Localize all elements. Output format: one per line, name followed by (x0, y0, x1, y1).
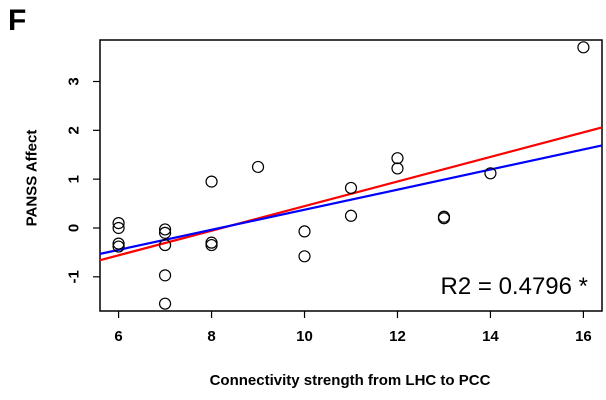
plot-frame (99, 39, 603, 312)
x-axis: 6 8 10 12 14 16 (114, 311, 592, 345)
regression-line (99, 144, 603, 255)
data-points (112, 41, 590, 310)
x-tick-label: 14 (482, 328, 499, 345)
x-tick-label: 10 (296, 328, 313, 345)
data-point (391, 162, 404, 175)
data-point (112, 221, 125, 235)
data-point (298, 250, 311, 263)
y-tick-label: 1 (66, 175, 83, 183)
x-axis-label: Connectivity strength from LHC to PCC (209, 372, 491, 389)
data-point (344, 181, 358, 195)
data-point (112, 217, 125, 230)
y-axis-label: PANSS Affect (23, 129, 41, 227)
data-point (205, 238, 218, 252)
y-axis: -1 0 1 2 3 (66, 77, 100, 283)
data-point (112, 240, 125, 253)
r2-annotation: R2 = 0.4796 * (441, 273, 588, 300)
data-point (158, 269, 172, 282)
data-point (298, 225, 311, 238)
y-tick-label: 0 (66, 224, 83, 232)
data-point (158, 223, 172, 236)
data-point (484, 167, 497, 180)
y-tick-label: -1 (66, 270, 83, 283)
data-point (251, 160, 265, 174)
x-tick-label: 12 (389, 328, 406, 345)
data-point (577, 41, 590, 54)
data-point (158, 297, 172, 310)
y-tick-label: 2 (66, 126, 83, 134)
x-tick-label: 16 (575, 328, 592, 345)
panel-label: F (8, 4, 27, 37)
y-tick-label: 3 (66, 77, 83, 85)
data-point (437, 212, 451, 225)
data-point (391, 152, 404, 165)
data-point (158, 238, 172, 252)
data-point (205, 175, 218, 188)
data-point (205, 236, 218, 249)
data-point (112, 237, 125, 250)
data-point (344, 209, 358, 222)
x-tick-label: 6 (114, 328, 122, 345)
x-tick-label: 8 (207, 328, 215, 345)
data-point (158, 226, 172, 239)
